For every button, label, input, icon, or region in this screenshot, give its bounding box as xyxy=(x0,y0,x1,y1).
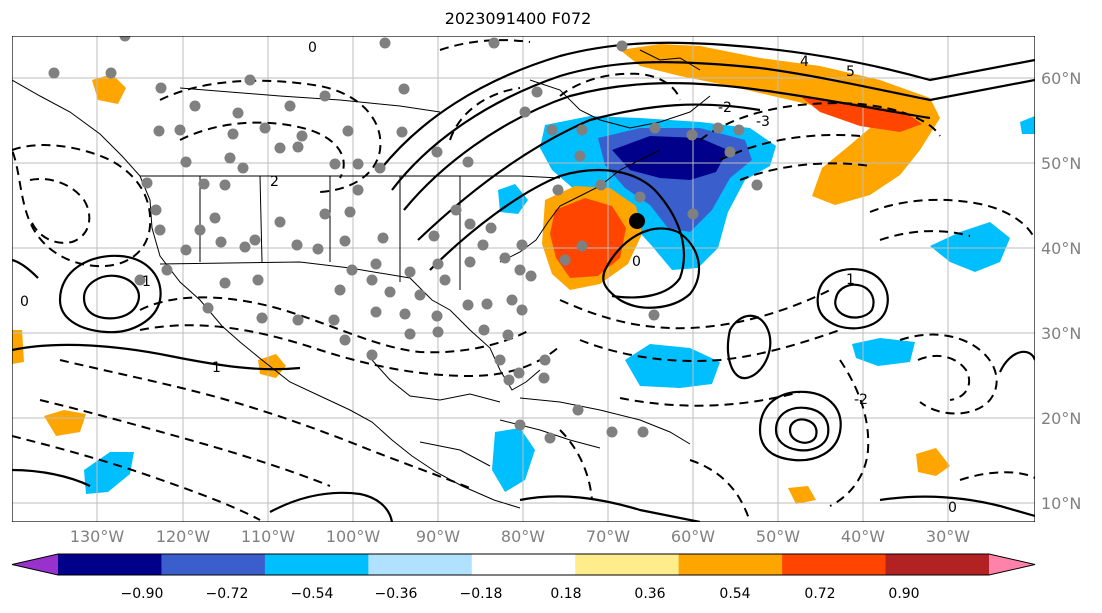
colorbar-segment xyxy=(471,554,576,575)
colorbar-extend-high xyxy=(989,554,1035,575)
colorbar-tick-label: 0.90 xyxy=(888,586,919,602)
map-plot-area: 0 1 2 -3 4 5 -2 1 1 0 -2 0 0 xyxy=(12,36,1035,522)
lat-label: 50°N xyxy=(1041,154,1081,173)
colorbar-tick-label: −0.90 xyxy=(121,586,164,602)
lat-label: 40°N xyxy=(1041,239,1081,258)
colorbar-segment xyxy=(368,554,473,575)
contour-label: 0 xyxy=(20,294,29,310)
contour-label: -2 xyxy=(718,100,732,116)
lon-label: 90°W xyxy=(416,527,460,546)
lat-label: 10°N xyxy=(1041,494,1081,513)
colorbar-segment xyxy=(58,554,162,575)
colorbar-tick-label: −0.18 xyxy=(460,586,503,602)
lon-label: 50°W xyxy=(756,527,800,546)
lon-label: 120°W xyxy=(156,527,211,546)
colorbar-tick-label: −0.72 xyxy=(206,586,249,602)
shade-red-north xyxy=(800,96,922,132)
map-title: 2023091400 F072 xyxy=(444,9,592,28)
colorbar-tick-labels: −0.90 −0.72 −0.54 −0.36 −0.18 0.18 0.36 … xyxy=(121,586,920,602)
shade-blue-east xyxy=(930,222,1010,272)
longitude-labels: 130°W 120°W 110°W 100°W 90°W 80°W 70°W 6… xyxy=(70,527,970,546)
contour-label: 2 xyxy=(270,174,279,190)
solid-contours xyxy=(12,41,1035,522)
colorbar-segment xyxy=(782,554,887,575)
colorbar-extend-low xyxy=(12,554,58,575)
lat-label: 30°N xyxy=(1041,324,1081,343)
colorbar-tick-label: 0.36 xyxy=(634,586,665,602)
storm-center-marker xyxy=(629,213,645,229)
colorbar-segment xyxy=(575,554,680,575)
contour-label: -3 xyxy=(756,114,770,130)
lon-label: 40°W xyxy=(841,527,885,546)
colorbar-tick-label: −0.54 xyxy=(291,586,334,602)
lon-label: 80°W xyxy=(501,527,545,546)
contour-label: 1 xyxy=(142,274,151,290)
lat-label: 60°N xyxy=(1041,69,1081,88)
contour-label: 5 xyxy=(846,64,855,80)
shade-orange-west xyxy=(12,330,24,364)
shade-blue-caribbean xyxy=(492,428,535,492)
contour-label: 0 xyxy=(308,40,317,56)
lon-label: 60°W xyxy=(671,527,715,546)
latitude-labels: 60°N 50°N 40°N 30°N 20°N 10°N xyxy=(1041,69,1081,513)
contour-labels: 0 1 2 -3 4 5 -2 1 1 0 -2 0 0 xyxy=(20,40,957,516)
shade-blue-1020 xyxy=(1020,116,1035,134)
coastlines xyxy=(12,49,711,509)
colorbar-segment xyxy=(678,554,783,575)
shade-orange-southeast xyxy=(916,448,950,476)
shade-orange-mexico xyxy=(258,354,286,378)
lon-label: 110°W xyxy=(241,527,296,546)
station-markers xyxy=(48,36,763,444)
contour-label: 1 xyxy=(846,272,855,288)
colorbar-tick-label: 0.54 xyxy=(719,586,750,602)
colorbar-outline xyxy=(11,553,1036,576)
lat-label: 20°N xyxy=(1041,409,1081,428)
colorbar-segment xyxy=(885,554,990,575)
contour-label: 1 xyxy=(212,360,221,376)
contour-label: 0 xyxy=(948,500,957,516)
colorbar xyxy=(11,553,1036,576)
lon-label: 130°W xyxy=(70,527,125,546)
contour-label: 0 xyxy=(632,254,641,270)
shade-orange-alaska xyxy=(92,74,126,104)
colorbar-tick-label: 0.72 xyxy=(804,586,835,602)
colorbar-segment xyxy=(161,554,266,575)
shade-blue-mid2 xyxy=(852,338,915,366)
contour-label: 4 xyxy=(800,54,809,70)
shade-navy xyxy=(612,136,728,180)
dashed-contours xyxy=(12,39,1035,522)
contour-label: -2 xyxy=(854,392,868,408)
shade-orange-pacific xyxy=(44,410,86,436)
colorbar-segment xyxy=(264,554,369,575)
graticule xyxy=(12,36,1035,522)
shade-orange-south2 xyxy=(788,486,816,504)
lon-label: 70°W xyxy=(586,527,630,546)
colorbar-tick-label: −0.36 xyxy=(375,586,418,602)
lon-label: 30°W xyxy=(926,527,970,546)
lon-label: 100°W xyxy=(326,527,381,546)
shade-blue-mid xyxy=(625,344,720,388)
colorbar-tick-label: 0.18 xyxy=(550,586,581,602)
